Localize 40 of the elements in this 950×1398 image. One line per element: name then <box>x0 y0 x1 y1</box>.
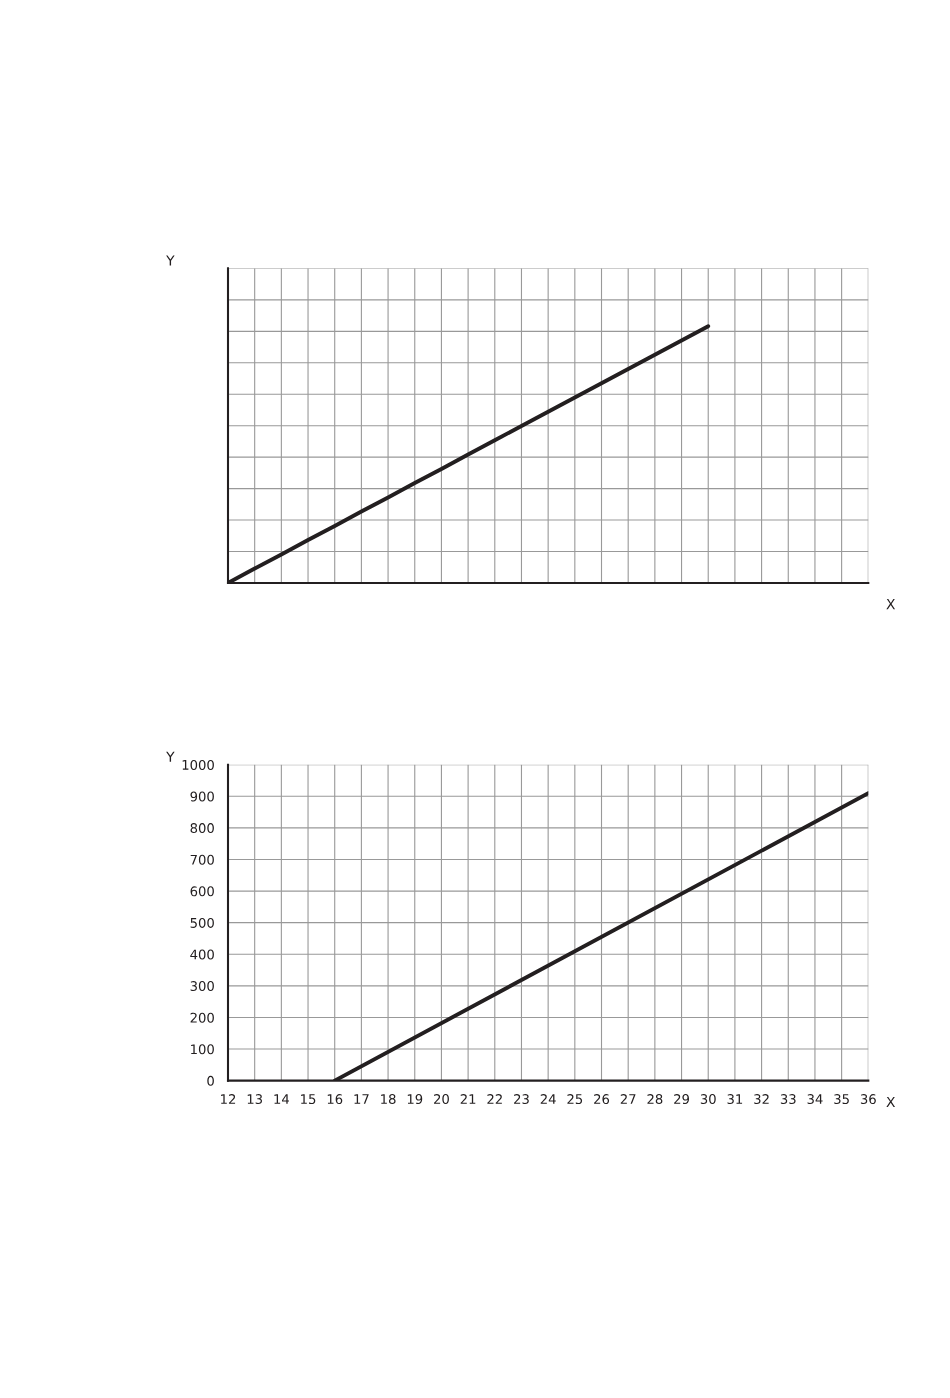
x-tick-label: 27 <box>620 1094 636 1104</box>
x-tick-label: 26 <box>594 1094 610 1105</box>
x-tick-label: 12 <box>221 1094 236 1104</box>
x-tick-label: 35 <box>834 1094 849 1105</box>
x-tick-label: 23 <box>514 1094 529 1105</box>
x-tick-label: 30 <box>700 1094 716 1105</box>
x-tick-label: 15 <box>301 1094 316 1105</box>
x-tick-label: 31 <box>727 1094 743 1105</box>
x-tick-label: 20 <box>434 1094 449 1105</box>
y-tick-label: 300 <box>190 981 214 992</box>
y-tick-label: 700 <box>190 854 214 865</box>
y-tick-label: 200 <box>190 1012 214 1023</box>
y-tick-label: 500 <box>190 917 214 928</box>
x-tick-label: 21 <box>460 1094 476 1104</box>
x-tick-label: 13 <box>247 1094 263 1105</box>
x-tick-label: 25 <box>567 1094 583 1105</box>
x-tick-label: 18 <box>381 1094 396 1105</box>
y-tick-label: 400 <box>190 949 214 960</box>
x-tick-label: 36 <box>860 1094 876 1105</box>
x-tick-label: 33 <box>780 1094 796 1105</box>
x-tick-label: 28 <box>647 1094 663 1105</box>
y-tick-label: 800 <box>190 823 214 834</box>
x-tick-label: 17 <box>354 1094 369 1104</box>
x-axis-title: X <box>886 599 896 610</box>
x-tick-label: 19 <box>407 1094 423 1105</box>
x-tick-label: 32 <box>754 1094 769 1105</box>
x-tick-label: 29 <box>674 1094 690 1105</box>
x-tick-label: 24 <box>540 1094 556 1104</box>
x-tick-label: 16 <box>327 1094 343 1105</box>
y-tick-label: 900 <box>190 791 214 802</box>
y-tick-label: 600 <box>190 886 214 897</box>
y-axis-title: Y <box>166 751 175 762</box>
x-tick-label: 14 <box>274 1094 290 1104</box>
x-tick-label: 22 <box>487 1094 502 1104</box>
x-tick-label: 34 <box>807 1094 823 1105</box>
y-tick-label: 0 <box>207 1075 214 1086</box>
x-axis-title: X <box>886 1096 896 1107</box>
y-axis-title: Y <box>166 255 175 266</box>
y-tick-label: 100 <box>191 1044 214 1055</box>
y-tick-label: 1000 <box>182 759 214 770</box>
